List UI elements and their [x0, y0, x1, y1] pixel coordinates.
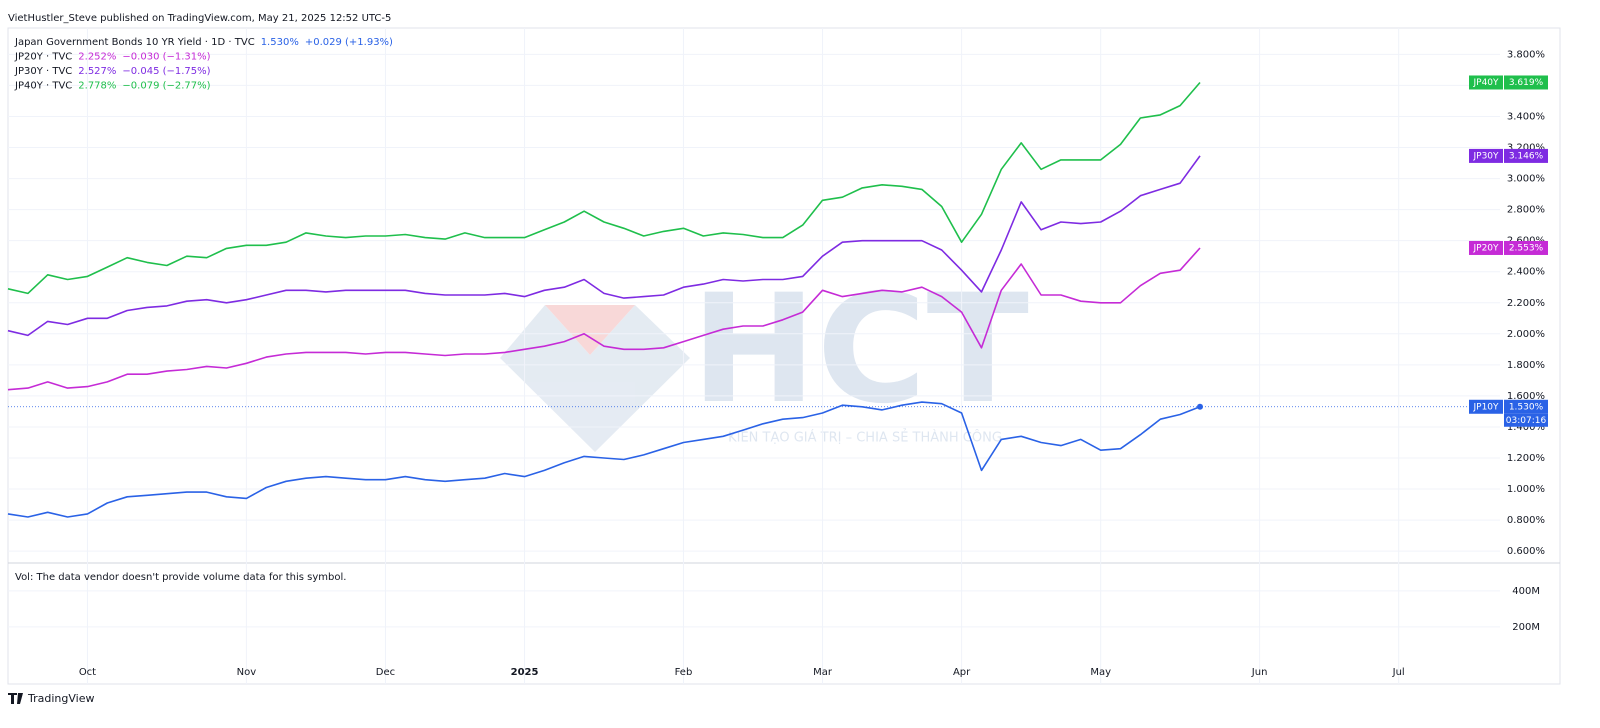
watermark-triangle [545, 305, 635, 355]
x-tick-label: Apr [953, 667, 971, 678]
legend-part: 2.778% [78, 81, 116, 92]
legend-entry: JP30Y · TVC 2.527% −0.045 (−1.75%) [14, 66, 211, 77]
price-tag-name: JP10Y [1472, 402, 1499, 412]
legend-part: −0.079 (−2.77%) [122, 81, 210, 92]
x-tick-label: May [1090, 667, 1111, 678]
y-tick-label: 3.800% [1507, 49, 1545, 60]
brand-name: TradingView [27, 692, 94, 705]
watermark-slogan: KIẾN TẠO GIÁ TRỊ – CHIA SẺ THÀNH CÔNG [728, 429, 1002, 446]
x-tick-label: Jul [1392, 667, 1405, 678]
x-tick-label: Mar [813, 667, 833, 678]
y-tick-label: 2.800% [1507, 205, 1545, 216]
price-tag-value-bg [1504, 399, 1548, 414]
watermark: HCT KIẾN TẠO GIÁ TRỊ – CHIA SẺ THÀNH CÔN… [500, 263, 1029, 452]
y-tick-label: 3.400% [1507, 111, 1545, 122]
legend-part: −0.045 (−1.75%) [122, 66, 210, 77]
price-tag-name: JP40Y [1472, 78, 1499, 88]
y-tick-label: 2.400% [1507, 267, 1545, 278]
x-tick-label: 2025 [511, 667, 539, 678]
y-tick-label: 1.800% [1507, 360, 1545, 371]
x-tick-label: Nov [237, 667, 257, 678]
volume-tick-label: 400M [1512, 586, 1540, 597]
price-tag-value: 2.553% [1509, 243, 1544, 253]
price-tag-name: JP20Y [1472, 243, 1499, 253]
watermark-diamond [500, 305, 690, 452]
price-tag-value: 1.530% [1509, 402, 1544, 412]
legend-part: JP40Y · TVC [14, 81, 72, 92]
volume-tick-label: 200M [1512, 622, 1540, 633]
price-tag-value-bg [1504, 75, 1548, 90]
price-tag-value-bg [1504, 148, 1548, 163]
series-line [7, 401, 1201, 518]
x-tick-label: Oct [79, 667, 96, 678]
price-tag-value: 3.619% [1509, 78, 1544, 88]
legend-part: 2.527% [78, 66, 116, 77]
y-tick-label: 3.200% [1507, 143, 1545, 154]
legend-part: Japan Government Bonds 10 YR Yield · 1D … [14, 37, 255, 48]
series-line [7, 155, 1201, 337]
legend-part: +0.029 (+1.93%) [305, 37, 393, 48]
y-tick-label: 0.600% [1507, 546, 1545, 557]
x-tick-label: Jun [1251, 667, 1268, 678]
brand-logo [8, 693, 23, 704]
price-tag [1469, 148, 1503, 163]
chart-frame [7, 27, 1561, 685]
series-line [7, 247, 1201, 391]
x-tick-label: Feb [675, 667, 693, 678]
legend-entry: JP20Y · TVC 2.252% −0.030 (−1.31%) [14, 52, 211, 63]
countdown-bg [1504, 413, 1548, 427]
series-line [7, 81, 1201, 295]
legend-part: −0.030 (−1.31%) [122, 52, 210, 63]
last-point [1197, 403, 1203, 410]
price-tag [1469, 240, 1503, 255]
legend-part: JP30Y · TVC [14, 66, 72, 77]
legend-part: 1.530% [261, 37, 299, 48]
price-tag [1469, 399, 1503, 414]
y-tick-label: 2.200% [1507, 298, 1545, 309]
y-tick-label: 0.800% [1507, 515, 1545, 526]
y-tick-label: 3.000% [1507, 174, 1545, 185]
watermark-logo: HCT [691, 263, 1029, 437]
legend-entry: Japan Government Bonds 10 YR Yield · 1D … [14, 37, 393, 48]
price-tag-name: JP30Y [1472, 151, 1499, 161]
y-tick-label: 1.400% [1507, 422, 1545, 433]
y-tick-label: 1.200% [1507, 453, 1545, 464]
y-tick-label: 2.000% [1507, 329, 1545, 340]
countdown: 03:07:16 [1506, 416, 1547, 426]
volume-note: Vol: The data vendor doesn't provide vol… [15, 572, 346, 583]
publish-info: VietHustler_Steve published on TradingVi… [8, 13, 391, 24]
legend-part: JP20Y · TVC [14, 52, 72, 63]
x-tick-label: Dec [376, 667, 395, 678]
legend-part: 2.252% [78, 52, 116, 63]
legend-entry: JP40Y · TVC 2.778% −0.079 (−2.77%) [14, 81, 211, 92]
price-tag-value-bg [1504, 240, 1548, 255]
price-tag-value: 3.146% [1509, 151, 1544, 161]
price-tag [1469, 75, 1503, 90]
y-tick-label: 1.000% [1507, 484, 1545, 495]
y-tick-label: 1.600% [1507, 391, 1545, 402]
